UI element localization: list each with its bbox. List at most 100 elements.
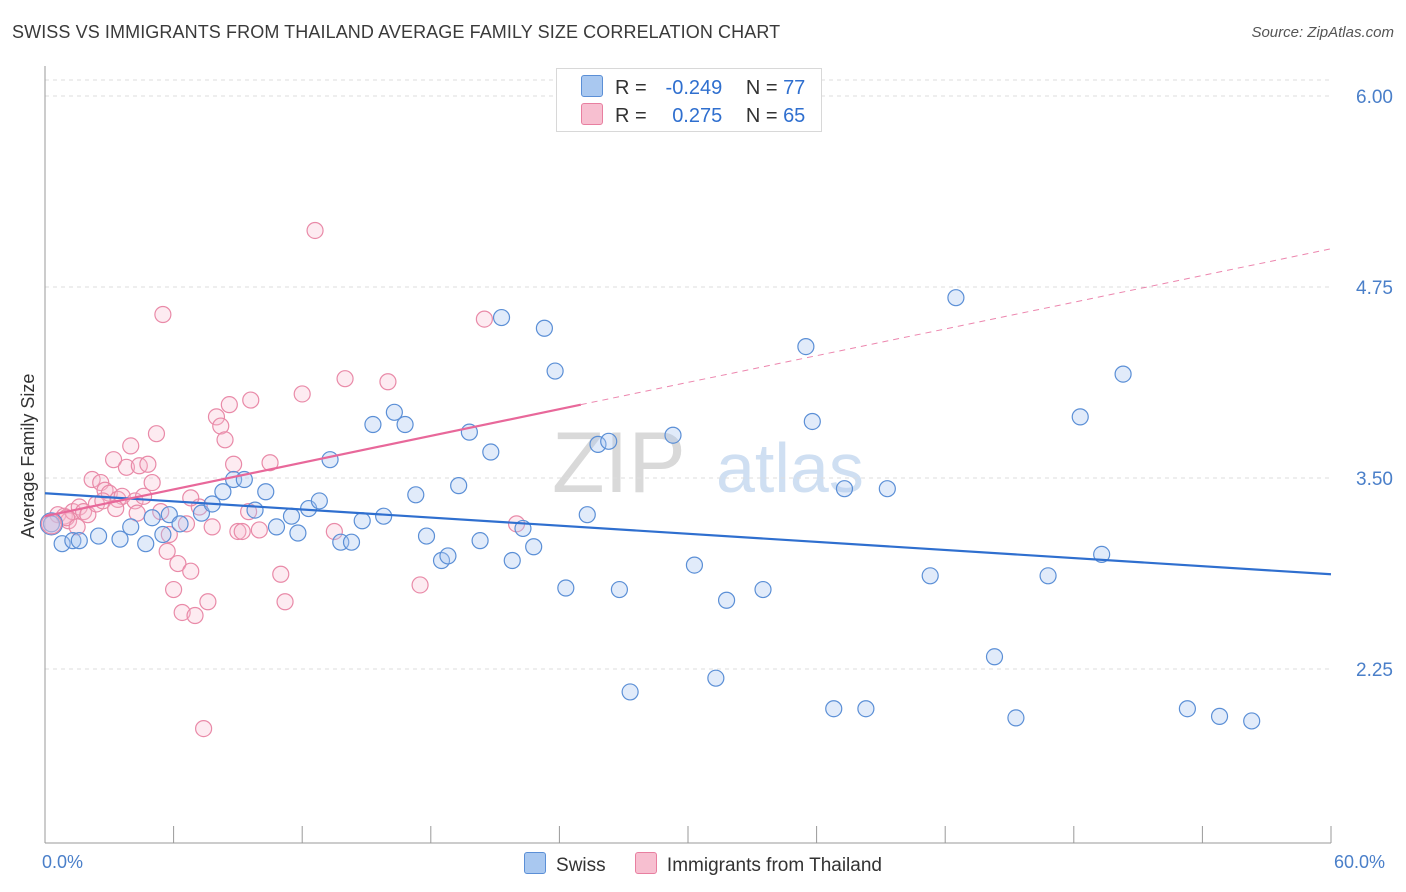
thailand-point	[182, 562, 200, 580]
swiss-point	[492, 308, 511, 327]
thailand-point	[169, 554, 187, 573]
swiss-point	[385, 403, 403, 421]
swiss-trendline	[44, 492, 1332, 576]
swiss-point	[154, 525, 172, 544]
thailand-point	[212, 417, 230, 435]
thailand-point	[250, 521, 268, 539]
swiss-point	[707, 669, 725, 687]
series-legend: Swiss Immigrants from Thailand	[0, 852, 1406, 877]
thailand-point	[147, 425, 166, 443]
stats-legend: R = -0.249 N = 77 R = 0.275 N = 65	[556, 68, 822, 132]
swiss-point	[450, 477, 468, 495]
legend-r-label: R =	[615, 77, 647, 99]
thailand-point	[186, 606, 204, 625]
swiss-point	[947, 289, 965, 307]
swiss-point	[89, 527, 108, 545]
swiss-point	[600, 432, 618, 450]
thailand-point	[160, 525, 178, 544]
swiss-point	[439, 547, 457, 565]
swiss-point	[471, 532, 489, 550]
y-tick-label: 2.25	[1356, 660, 1393, 681]
swiss-point	[717, 591, 736, 609]
series-label-thailand: Immigrants from Thailand	[666, 855, 882, 876]
series-legend-thailand: Immigrants from Thailand	[634, 852, 882, 877]
swiss-point	[985, 648, 1004, 666]
swiss-point	[578, 506, 596, 524]
swiss-point	[282, 507, 301, 525]
swiss-point	[1210, 707, 1229, 725]
swiss-point	[878, 480, 896, 498]
swiss-point	[1007, 709, 1025, 727]
thailand-point	[276, 593, 294, 611]
series-legend-swiss: Swiss	[524, 852, 606, 877]
thailand-point	[173, 603, 191, 622]
swiss-point	[171, 515, 189, 533]
thailand-trendline-extension	[580, 248, 1332, 406]
swiss-point	[407, 486, 425, 504]
thailand-point	[272, 565, 290, 583]
swiss-point	[921, 567, 939, 585]
series-swatch-swiss	[524, 852, 547, 874]
swiss-point	[1093, 545, 1111, 564]
swiss-point	[1039, 567, 1057, 585]
swiss-point	[857, 700, 875, 718]
series-swatch-thailand	[634, 852, 657, 874]
swiss-point	[825, 700, 843, 718]
swiss-point	[246, 501, 264, 519]
source-label: Source: ZipAtlas.com	[1251, 24, 1394, 41]
thailand-point	[199, 593, 217, 611]
swiss-point	[321, 451, 339, 469]
swiss-point	[1178, 700, 1196, 718]
thailand-point	[242, 391, 260, 409]
swiss-point	[214, 483, 232, 501]
thailand-point	[104, 451, 123, 469]
swiss-point-large	[39, 512, 64, 536]
swiss-point	[53, 535, 71, 553]
swiss-point	[64, 532, 82, 550]
swiss-point	[70, 532, 88, 550]
y-tick-label: 4.75	[1356, 278, 1393, 299]
thailand-point	[306, 221, 324, 240]
swiss-point	[685, 556, 704, 574]
swiss-point	[364, 415, 382, 434]
y-tick-label: 6.00	[1356, 87, 1393, 108]
series-label-swiss: Swiss	[556, 855, 606, 876]
swiss-point	[1114, 365, 1132, 383]
legend-row-swiss: R = -0.249 N = 77	[581, 75, 805, 100]
swiss-point	[417, 527, 436, 545]
swiss-point	[664, 426, 682, 444]
thailand-point	[117, 458, 136, 476]
legend-swatch-thailand	[581, 103, 603, 125]
thailand-point	[203, 518, 221, 536]
swiss-point	[754, 580, 772, 599]
thailand-point	[229, 522, 247, 541]
swiss-point	[610, 580, 629, 599]
thailand-point	[411, 576, 429, 594]
chart-title: SWISS VS IMMIGRANTS FROM THAILAND AVERAG…	[12, 22, 781, 42]
thailand-point	[143, 473, 161, 492]
y-tick-label: 3.50	[1356, 469, 1393, 490]
thailand-point	[325, 522, 343, 541]
swiss-point	[535, 319, 553, 337]
legend-r-value-thailand: 0.275	[672, 105, 723, 127]
swiss-point	[310, 492, 328, 510]
y-axis-title: Average Family Size	[18, 374, 38, 539]
swiss-point	[143, 509, 161, 527]
thailand-point	[225, 455, 243, 473]
swiss-point	[375, 507, 393, 525]
thailand-point	[261, 454, 279, 472]
swiss-point	[137, 535, 155, 553]
swiss-point	[353, 512, 371, 530]
thailand-point	[177, 515, 196, 533]
swiss-point	[111, 530, 129, 548]
thailand-point	[233, 522, 251, 541]
swiss-point	[342, 533, 361, 551]
thailand-trendline	[44, 403, 582, 518]
x-tick-label-max: 60.0%	[1334, 852, 1386, 872]
swiss-point	[503, 551, 521, 570]
legend-r-value-swiss: -0.249	[665, 77, 723, 99]
legend-row-thailand: R = 0.275 N = 65	[581, 103, 805, 128]
swiss-point	[1243, 712, 1261, 730]
x-tick-label-min: 0.0%	[42, 852, 84, 872]
